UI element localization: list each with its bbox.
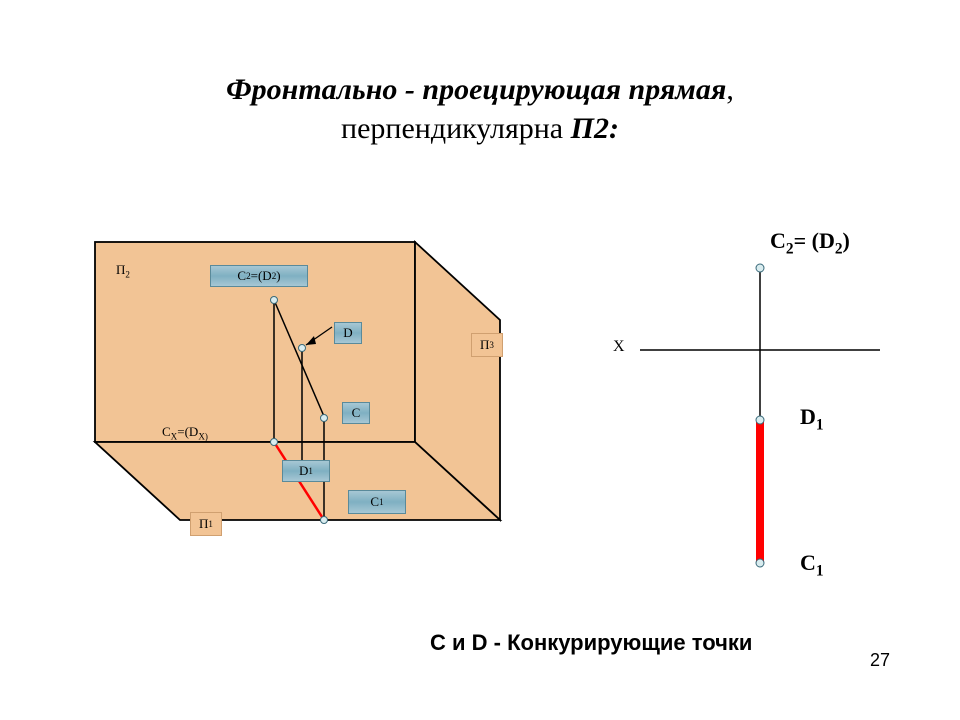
right-label-c1: С1 <box>800 550 824 580</box>
right-point-c1 <box>756 559 764 567</box>
footer-note: C и D - Конкурирующие точки <box>430 630 752 656</box>
slide: Фронтально - проецирующая прямая, перпен… <box>0 0 960 720</box>
right-label-x: X <box>613 338 625 356</box>
right-diagram <box>0 0 960 720</box>
page-number: 27 <box>870 650 890 671</box>
right-label-d1: D1 <box>800 404 824 434</box>
right-point-c2d2 <box>756 264 764 272</box>
right-label-c2d2: С2= (D2) <box>770 228 850 258</box>
right-point-d1 <box>756 416 764 424</box>
